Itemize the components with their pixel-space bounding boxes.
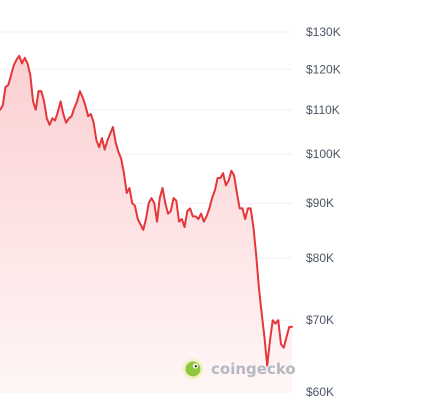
gecko-logo-icon — [182, 358, 204, 380]
y-tick-label: $110K — [306, 103, 340, 117]
y-tick-label: $80K — [306, 251, 334, 265]
y-axis-labels: $130K $120K $110K $100K $90K $80K $70K $60K — [306, 25, 341, 399]
price-area-fill — [0, 55, 292, 392]
coingecko-watermark: coingecko — [182, 358, 296, 380]
y-tick-label: $70K — [306, 313, 334, 327]
price-series-line — [0, 54, 293, 367]
y-tick-label: $60K — [306, 385, 334, 399]
y-tick-label: $90K — [306, 196, 334, 210]
y-tick-label: $130K — [306, 25, 341, 39]
watermark-text: coingecko — [211, 360, 296, 378]
y-tick-label: $100K — [306, 147, 341, 161]
y-tick-label: $120K — [306, 62, 341, 76]
